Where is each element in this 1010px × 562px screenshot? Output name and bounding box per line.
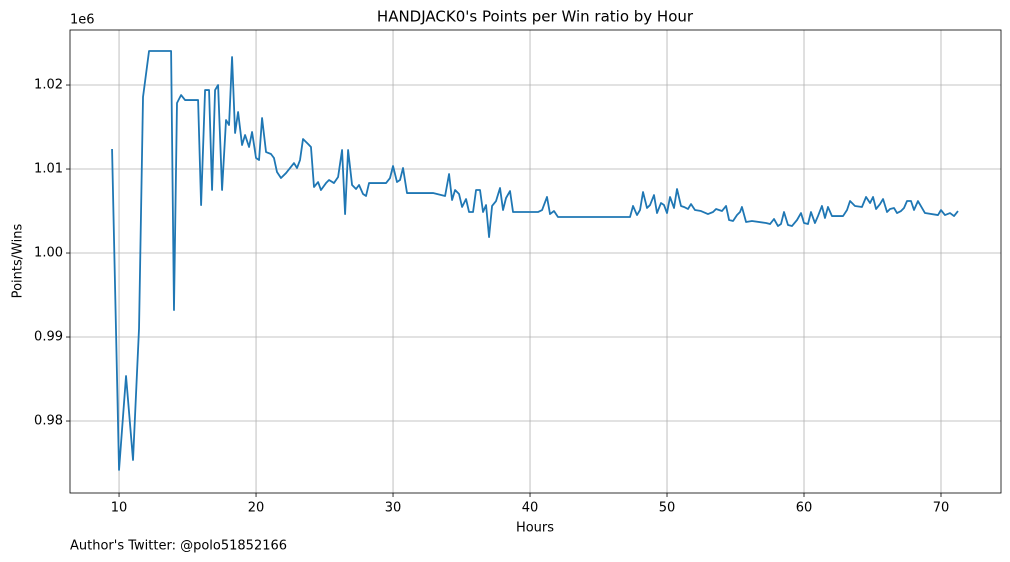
footer: Author's Twitter: @polo51852166 — [70, 539, 287, 554]
y-tick-label: 1.00 — [34, 246, 63, 261]
x-tick-label: 60 — [796, 501, 813, 516]
data-line — [111, 50, 959, 471]
x-tick-label: 40 — [522, 501, 539, 516]
x-tick-label: 70 — [933, 501, 950, 516]
x-tick-label: 30 — [385, 501, 402, 516]
chart-title: HANDJACK0's Points per Win ratio by Hour — [377, 8, 694, 26]
y-tick-label: 1.01 — [34, 162, 63, 177]
plot-frame — [69, 29, 1002, 494]
x-tick-label: 20 — [248, 501, 265, 516]
y-tick-label: 0.99 — [34, 330, 63, 345]
y-axis-label: Points/Wins — [11, 223, 26, 298]
y-tick-label: 1.02 — [34, 78, 63, 93]
x-tick-label: 10 — [111, 501, 128, 516]
y-tick-label: 0.98 — [34, 414, 63, 429]
x-axis-label: Hours — [516, 521, 554, 536]
x-tick-label: 50 — [659, 501, 676, 516]
y-offset-label: 1e6 — [70, 13, 95, 28]
